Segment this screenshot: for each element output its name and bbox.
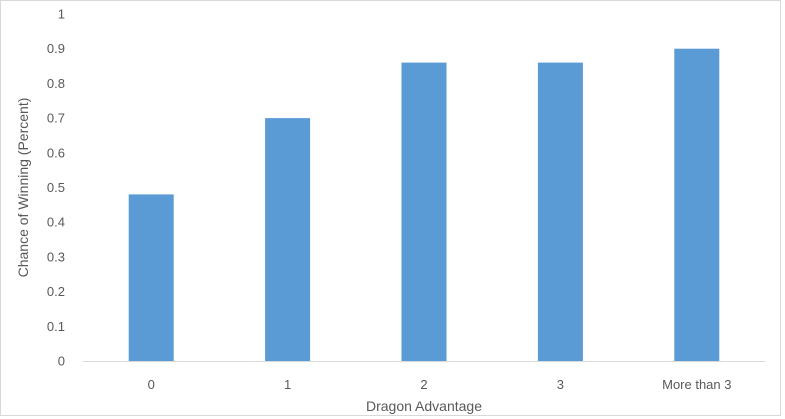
y-tick-label: 0 <box>58 354 65 369</box>
y-tick-label: 0.9 <box>47 41 65 56</box>
bar-3 <box>537 62 583 361</box>
y-tick-label: 1 <box>58 7 65 22</box>
y-tick-label: 0.3 <box>47 249 65 264</box>
x-tick-label: 2 <box>420 377 427 392</box>
bars-layer <box>128 48 720 361</box>
x-axis-title: Dragon Advantage <box>366 398 482 414</box>
y-tick-label: 0.1 <box>47 319 65 334</box>
bar-0 <box>128 194 174 361</box>
x-tick-label: 0 <box>148 377 155 392</box>
x-tick-label: 3 <box>557 377 564 392</box>
bar-2 <box>401 62 447 361</box>
y-tick-label: 0.6 <box>47 145 65 160</box>
x-tick-label: More than 3 <box>662 377 731 392</box>
x-tick-label: 1 <box>284 377 291 392</box>
y-axis-title: Chance of Winning (Percent) <box>15 98 31 278</box>
y-tick-label: 0.5 <box>47 180 65 195</box>
y-tick-labels: 0 0.1 0.2 0.3 0.4 0.5 0.6 0.7 0.8 0.9 1 <box>47 7 65 369</box>
y-tick-label: 0.2 <box>47 284 65 299</box>
bar-more-than-3 <box>674 48 720 361</box>
y-tick-label: 0.4 <box>47 215 65 230</box>
y-tick-label: 0.7 <box>47 111 65 126</box>
x-tick-labels: 0 1 2 3 More than 3 <box>148 377 732 392</box>
bar-1 <box>265 118 311 361</box>
y-tick-label: 0.8 <box>47 76 65 91</box>
